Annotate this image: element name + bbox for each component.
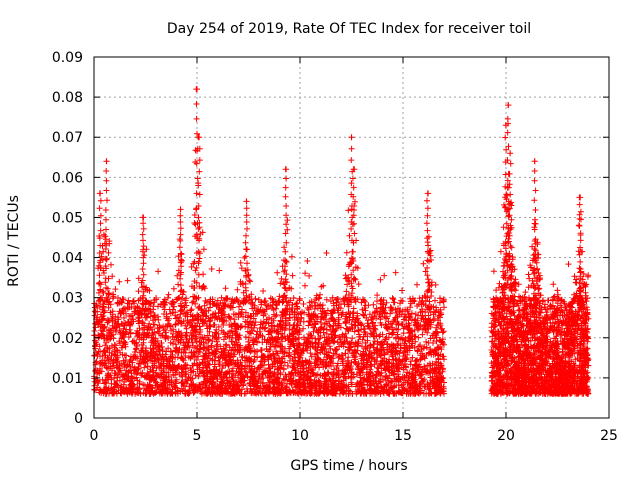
y-axis-label: ROTI / TECUs xyxy=(6,195,22,287)
y-tick-label: 0 xyxy=(74,411,83,427)
y-tick-label: 0.06 xyxy=(52,170,83,186)
y-tick-label: 0.07 xyxy=(52,130,83,146)
x-tick-label: 25 xyxy=(600,428,618,444)
y-tick-label: 0.08 xyxy=(52,90,83,106)
x-tick-label: 15 xyxy=(394,428,412,444)
axis-ticks xyxy=(93,56,610,419)
y-tick-label: 0.02 xyxy=(52,331,83,347)
x-axis-label: GPS time / hours xyxy=(290,458,407,474)
x-tick-label: 0 xyxy=(90,428,99,444)
y-tick-labels: 0 0.01 0.02 0.03 0.04 0.05 0.06 0.07 0.08 0.09 xyxy=(52,50,83,427)
data-points xyxy=(91,86,592,397)
y-tick-label: 0.09 xyxy=(52,50,83,66)
x-tick-label: 20 xyxy=(497,428,515,444)
chart-title: Day 254 of 2019, Rate Of TEC Index for r… xyxy=(167,21,531,37)
x-tick-label: 10 xyxy=(291,428,309,444)
y-tick-label: 0.04 xyxy=(52,251,83,267)
plot-frame xyxy=(93,56,610,419)
y-tick-label: 0.03 xyxy=(52,291,83,307)
y-tick-label: 0.05 xyxy=(52,210,83,226)
x-tick-labels: 0 5 10 15 20 25 xyxy=(90,428,618,444)
roti-markers xyxy=(91,86,592,397)
y-tick-label: 0.01 xyxy=(52,371,83,387)
x-tick-label: 5 xyxy=(193,428,202,444)
